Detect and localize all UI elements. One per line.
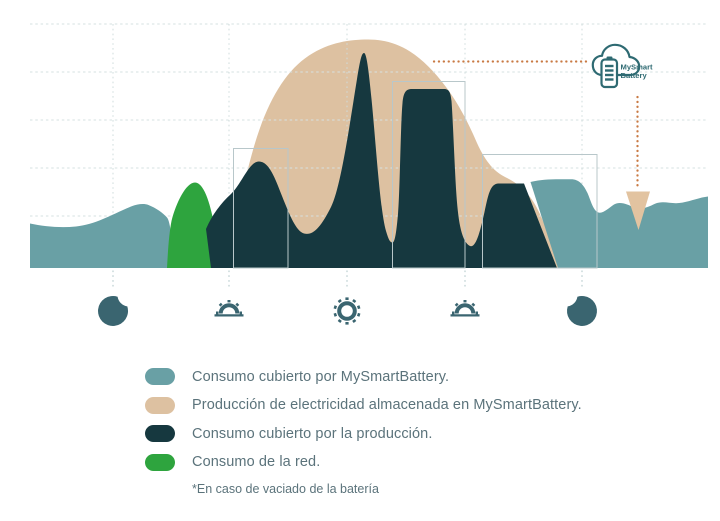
battery-flow-connectors (432, 60, 639, 189)
legend-swatch-grid (145, 453, 175, 471)
legend: Consumo cubierto por MySmartBattery. Pro… (145, 368, 582, 496)
moon-icon (98, 295, 129, 326)
legend-item-stored-production: Producción de electricidad almacenada en… (145, 396, 582, 414)
time-of-day-axis (98, 295, 597, 326)
moon-icon (566, 295, 597, 326)
energy-area-chart: MySmart Battery (30, 23, 708, 326)
legend-item-grid: Consumo de la red. (145, 453, 582, 471)
legend-label: Consumo de la red. (192, 454, 321, 470)
legend-item-production: Consumo cubierto por la producción. (145, 425, 582, 442)
outline-rect-midday (392, 81, 466, 269)
axis-tick-stubs (112, 270, 583, 289)
legend-swatch-stored-production (145, 396, 175, 414)
sunrise-icon (214, 300, 244, 317)
battery-stripes (605, 64, 614, 81)
area-production-covered (206, 53, 557, 268)
sun-icon (333, 297, 361, 325)
legend-swatch-production (145, 425, 175, 442)
area-grid-consumption (167, 182, 220, 268)
outline-rect-morning (233, 148, 289, 269)
legend-label: Consumo cubierto por la producción. (192, 425, 433, 442)
legend-label: Consumo cubierto por MySmartBattery. (192, 368, 450, 385)
expected-consumption-outlines (233, 81, 598, 269)
outline-rect-evening (482, 154, 598, 269)
area-battery-covered-left (30, 204, 173, 268)
cloud-label-line2: Battery (621, 71, 648, 80)
discharge-arrow-icon (626, 191, 650, 230)
sunset-icon (450, 300, 480, 317)
cloud-label-line1: MySmart (621, 63, 654, 72)
area-battery-covered-right (530, 179, 708, 268)
legend-item-battery: Consumo cubierto por MySmartBattery. (145, 368, 582, 385)
legend-label: Producción de electricidad almacenada en… (192, 397, 582, 413)
legend-swatch-battery (145, 368, 175, 385)
legend-footnote: *En caso de vaciado de la batería (192, 482, 379, 496)
battery-body (600, 58, 619, 89)
cloud-battery-icon: MySmart Battery (591, 43, 654, 89)
